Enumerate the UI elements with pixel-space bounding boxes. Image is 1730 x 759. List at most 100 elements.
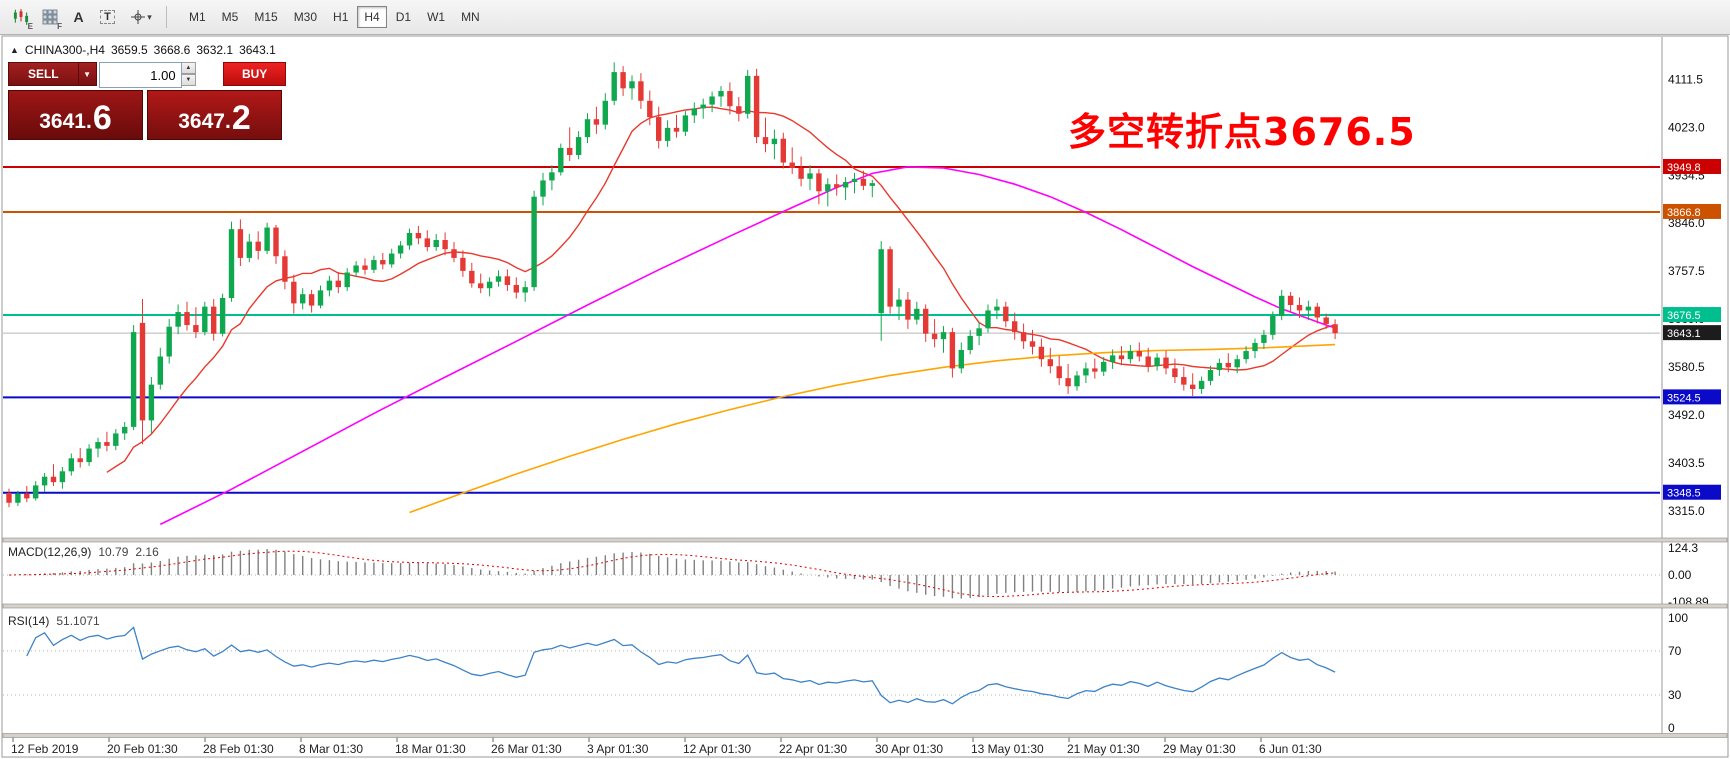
symbol-header: ▲ CHINA300-,H4 3659.5 3668.6 3632.1 3643… [10, 43, 276, 57]
candle-body [1234, 359, 1240, 368]
time-axis-label: 28 Feb 01:30 [203, 742, 274, 756]
price-axis-label: 3403.5 [1668, 456, 1705, 470]
chart-window[interactable]: 4111.54023.03934.53846.03757.53669.03580… [0, 35, 1730, 759]
time-axis-label: 12 Feb 2019 [11, 742, 79, 756]
candle-body [389, 253, 395, 265]
candle-body [264, 227, 270, 251]
chart-text-annotation[interactable]: 多空转折点3676.5 [1068, 110, 1416, 154]
candle-body [255, 241, 261, 251]
timeframe-button-d1[interactable]: D1 [389, 6, 418, 28]
candle-body [1020, 332, 1027, 342]
buy-price-box[interactable]: 3647. 2 [147, 90, 282, 140]
price-axis-label: 3580.5 [1668, 360, 1705, 374]
macd-name: MACD(12,26,9) [8, 545, 92, 559]
candle-body [860, 178, 867, 186]
candle-body [825, 184, 831, 192]
timeframe-button-m5[interactable]: M5 [215, 6, 246, 28]
candle-body [1225, 362, 1231, 368]
panel-divider[interactable] [2, 733, 1728, 738]
timeframe-button-m15[interactable]: M15 [247, 6, 284, 28]
buy-price: 3647. [178, 110, 231, 133]
candle-body [6, 492, 12, 503]
candle-body [745, 75, 751, 114]
crosshair-tool-icon[interactable]: ▾ [122, 3, 160, 32]
candle-body [228, 229, 235, 298]
candle-body [1216, 362, 1223, 371]
icon-badge: F [57, 21, 62, 31]
candle-body [584, 119, 591, 138]
volume-decrease-button[interactable]: ▼ [181, 74, 197, 86]
buy-button[interactable]: BUY [223, 62, 286, 86]
candle-body [50, 476, 57, 483]
candle-body [1207, 370, 1214, 381]
chevron-down-icon: ▼ [83, 69, 92, 79]
candle-body [397, 245, 404, 254]
volume-increase-button[interactable]: ▲ [181, 62, 197, 74]
candle-body [558, 147, 564, 173]
timeframe-button-h4[interactable]: H4 [357, 6, 387, 28]
candle-body [184, 312, 190, 326]
macd-axis-label: 0.00 [1668, 568, 1692, 582]
timeframe-button-w1[interactable]: W1 [420, 6, 452, 28]
candle-body [495, 276, 502, 282]
timeframe-button-m1[interactable]: M1 [182, 6, 213, 28]
price-axis[interactable] [1663, 37, 1727, 733]
timeframe-button-m30[interactable]: M30 [287, 6, 324, 28]
candle-body [451, 249, 457, 258]
candle-body [1287, 295, 1294, 306]
bar-low: 3632.1 [196, 43, 234, 57]
timeframe-button-h1[interactable]: H1 [326, 6, 355, 28]
toolbar: E F A T ▾ M1 M5 M15 M30 H1 H4 D1 W1 MN [0, 0, 1730, 35]
candle-body [753, 75, 760, 138]
volume-dropdown-button[interactable]: ▼ [78, 62, 97, 86]
chart-canvas[interactable]: 4111.54023.03934.53846.03757.53669.03580… [0, 35, 1730, 759]
candle-body [344, 272, 350, 288]
collapse-one-click-arrow[interactable]: ▲ [10, 45, 19, 55]
candle-body [95, 442, 101, 449]
candle-body [976, 328, 982, 336]
candle-body [1029, 341, 1036, 347]
candle-body [33, 485, 39, 499]
candle-body [994, 306, 1000, 311]
candle-body [602, 100, 608, 125]
time-axis-label: 29 May 01:30 [1163, 742, 1236, 756]
price-tag-value: 3676.5 [1667, 310, 1701, 322]
candlestick-chart-icon[interactable]: E [6, 3, 35, 32]
candle-body [1118, 355, 1125, 360]
sell-price-box[interactable]: 3641. 6 [8, 90, 143, 140]
grid-icon[interactable]: F [35, 3, 64, 32]
time-axis-label: 22 Apr 01:30 [779, 742, 847, 756]
macd-main-value: 10.79 [98, 545, 129, 559]
candle-body [762, 137, 769, 145]
candle-body [682, 115, 689, 132]
candle-body [567, 147, 573, 155]
time-axis-label: 13 May 01:30 [971, 742, 1044, 756]
candle-body [469, 270, 475, 284]
price-axis-label: 4111.5 [1668, 72, 1703, 86]
time-axis[interactable] [3, 738, 1660, 757]
timeframe-button-mn[interactable]: MN [454, 6, 487, 28]
candle-body [1047, 359, 1053, 367]
panel-divider[interactable] [2, 603, 1728, 609]
bar-open: 3659.5 [110, 43, 148, 57]
text-tool-icon[interactable]: T [93, 3, 122, 32]
candle-body [513, 284, 519, 293]
candle-body [673, 127, 680, 132]
font-icon[interactable]: A [73, 9, 84, 25]
one-click-trading-panel: SELL ▼ ▲ ▼ BUY 3641. 6 3647. 2 [8, 62, 286, 140]
sell-button[interactable]: SELL [8, 62, 79, 86]
candle-body [638, 81, 644, 101]
candle-body [335, 280, 341, 288]
price-tag-value: 3348.5 [1667, 488, 1701, 500]
candle-body [1270, 315, 1276, 335]
price-tag-value: 3643.1 [1667, 328, 1701, 340]
volume-input[interactable] [98, 62, 182, 88]
moving-average-line [8, 550, 1336, 598]
time-axis-label: 18 Mar 01:30 [395, 742, 466, 756]
candle-body [1181, 377, 1187, 385]
candle-body [967, 335, 973, 350]
sell-price: 3641. [39, 110, 92, 133]
panel-divider[interactable] [2, 537, 1728, 543]
candle-body [317, 290, 324, 306]
candle-body [113, 433, 119, 446]
